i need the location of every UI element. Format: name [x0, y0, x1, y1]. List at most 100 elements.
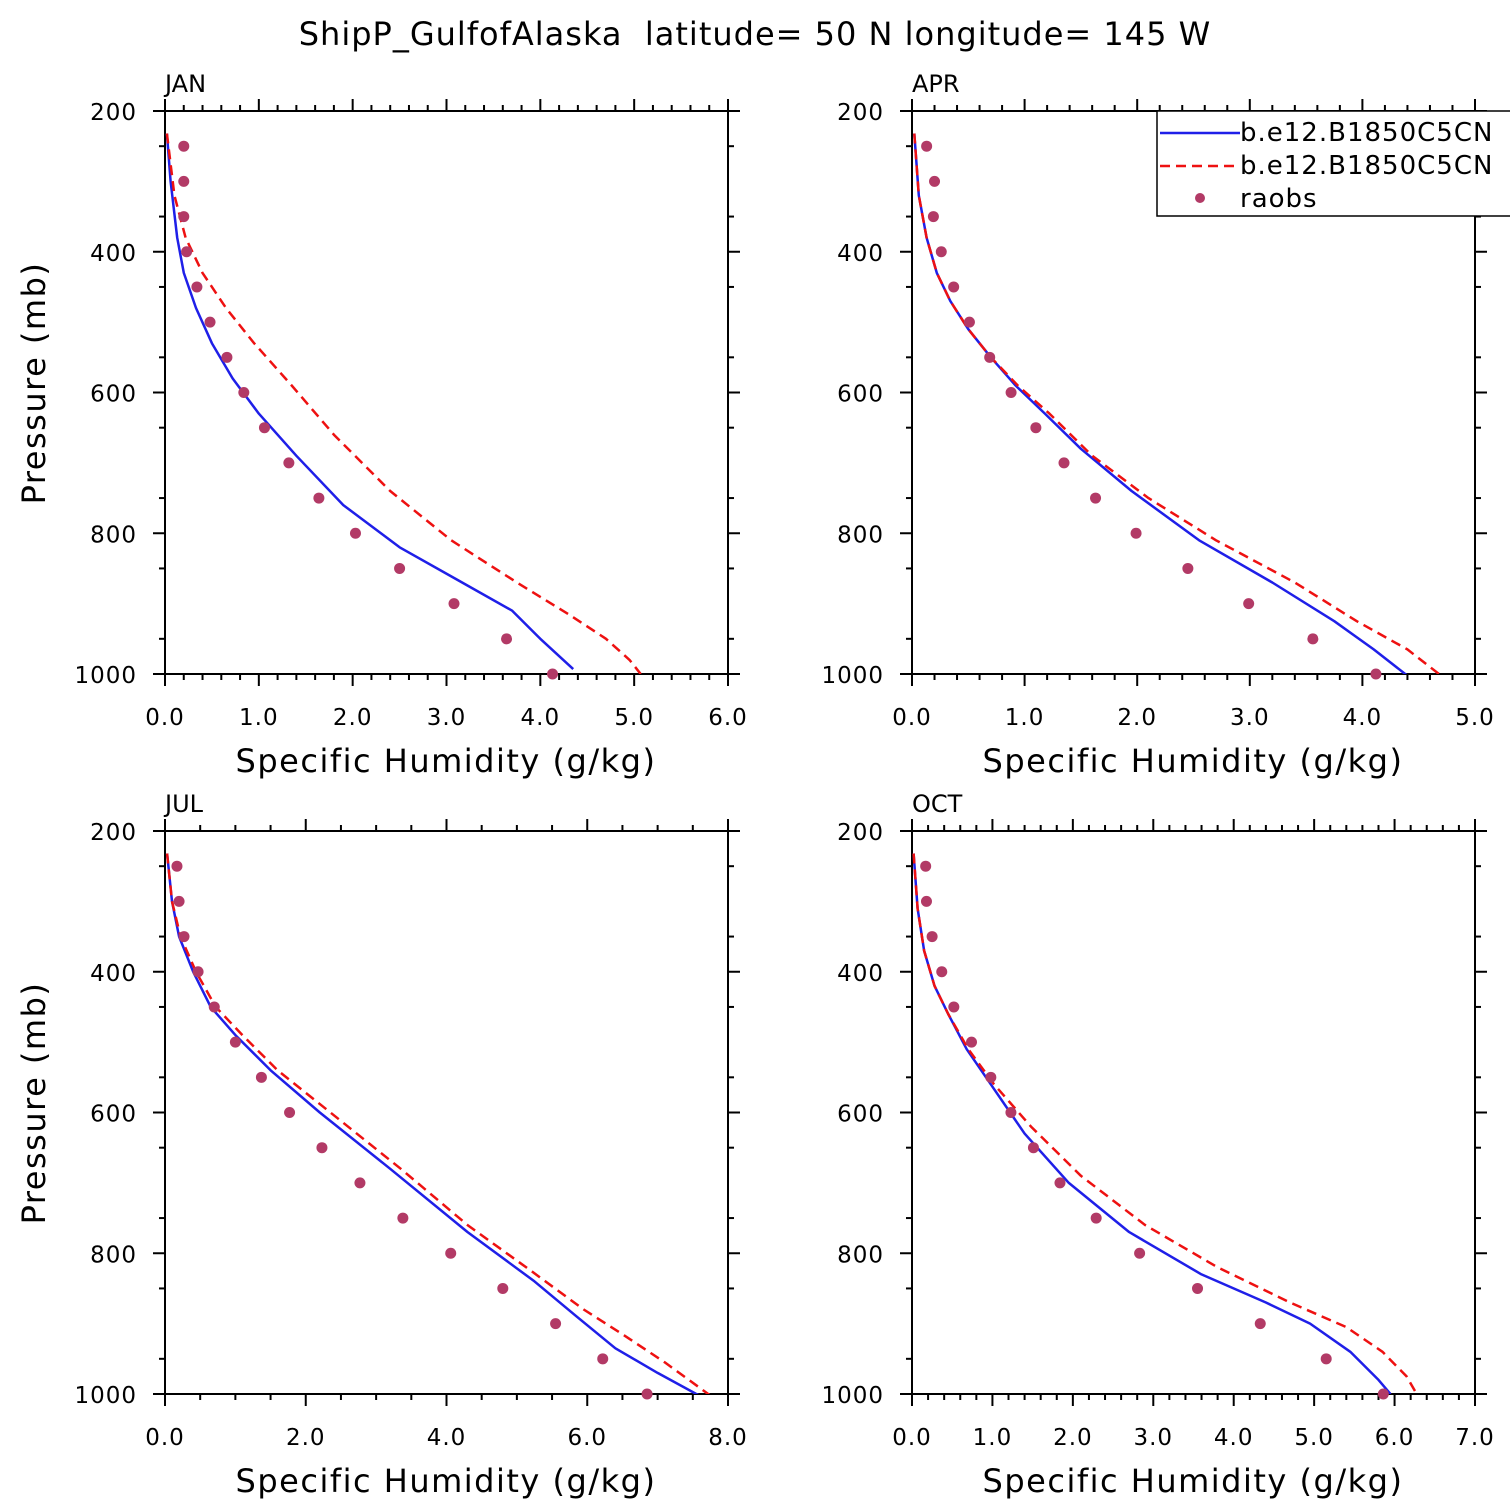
raob-point: [927, 211, 939, 223]
raob-point: [984, 351, 996, 363]
raob-point: [208, 1001, 220, 1013]
y-tick-label: 1000: [74, 663, 137, 689]
raob-point: [966, 1036, 978, 1048]
raob-point: [394, 562, 406, 574]
raob-point: [255, 1071, 267, 1083]
raob-point: [920, 860, 932, 872]
raob-point: [448, 598, 460, 610]
panel-jan: 0.0 1.0 2.0 3.0 4.0 5.0 6.0 200 400 600 800 1000 JA…: [15, 70, 748, 780]
legend-label-1: b.e12.B1850C5CN: [1240, 118, 1493, 148]
raob-point: [1182, 562, 1194, 574]
raob-point: [550, 1318, 562, 1330]
raob-point: [238, 387, 250, 398]
raob-point: [1005, 387, 1017, 398]
series-line-solid: [913, 133, 1408, 674]
x-tick-label: 6.0: [708, 705, 748, 731]
raob-point: [920, 895, 932, 907]
panel-label-oct: OCT: [912, 790, 963, 818]
series-line-dashed: [913, 133, 1442, 674]
legend-marker: [1195, 193, 1205, 203]
x-tick-label: 3.0: [1133, 1425, 1173, 1451]
raob-point: [178, 140, 190, 152]
y-tick-label: 800: [90, 1242, 137, 1268]
x-tick-label: 1.0: [1005, 705, 1045, 731]
raob-point: [313, 492, 325, 504]
raob-point: [1370, 668, 1382, 680]
x-tick-label: 8.0: [708, 1425, 748, 1451]
raob-point: [1090, 492, 1102, 504]
raob-point: [948, 281, 960, 293]
series-line-dashed: [165, 853, 711, 1394]
x-tick-label: 7.0: [1455, 1425, 1495, 1451]
legend-label-2: b.e12.B1850C5CN: [1240, 151, 1493, 181]
y-axis-label-jul: Pressure (mb): [15, 982, 53, 1225]
raob-point: [1134, 1247, 1146, 1259]
legend-label-3: raobs: [1240, 184, 1318, 214]
x-tick-label: 5.0: [614, 705, 654, 731]
x-tick-label: 2.0: [1117, 705, 1157, 731]
y-tick-label: 200: [837, 820, 884, 846]
raob-point: [178, 175, 190, 187]
raob-point: [1254, 1318, 1266, 1330]
raob-point: [597, 1353, 609, 1365]
x-axis-label-jan: Specific Humidity (g/kg): [236, 742, 657, 780]
raob-point: [181, 246, 193, 258]
raob-point: [948, 1001, 960, 1013]
y-tick-label: 600: [837, 382, 884, 408]
x-tick-label: 1.0: [239, 705, 279, 731]
raob-point: [283, 457, 295, 469]
raob-point: [1090, 1212, 1102, 1224]
y-tick-label: 1000: [74, 1383, 137, 1409]
raob-point: [547, 668, 559, 680]
x-tick-label: 3.0: [1230, 705, 1270, 731]
raob-point: [192, 966, 204, 978]
raob-point: [1030, 422, 1042, 434]
x-tick-label: 0.0: [145, 1425, 185, 1451]
raob-point: [1027, 1142, 1039, 1154]
raob-point: [1130, 527, 1142, 539]
x-tick-label: 0.0: [892, 1425, 932, 1451]
y-tick-label: 400: [837, 241, 884, 267]
y-tick-label: 1000: [821, 1383, 884, 1409]
x-tick-label: 0.0: [145, 705, 185, 731]
raob-point: [221, 351, 233, 363]
y-tick-label: 800: [90, 522, 137, 548]
series-line-solid: [912, 853, 1392, 1394]
raob-point: [397, 1212, 409, 1224]
raob-point: [178, 211, 190, 223]
series-line-solid: [165, 133, 575, 671]
y-tick-label: 200: [90, 100, 137, 126]
x-tick-label: 2.0: [333, 705, 373, 731]
raob-point: [173, 895, 185, 907]
series-line-dashed: [912, 853, 1419, 1394]
raob-point: [985, 1071, 997, 1083]
raob-point: [1320, 1353, 1332, 1365]
y-tick-label: 600: [837, 1102, 884, 1128]
raob-point: [1243, 598, 1255, 610]
x-axis-label-jul: Specific Humidity (g/kg): [236, 1462, 657, 1500]
x-tick-label: 4.0: [427, 1425, 467, 1451]
raob-point: [1307, 633, 1319, 645]
y-tick-label: 800: [837, 1242, 884, 1268]
x-tick-label: 3.0: [427, 705, 467, 731]
plot-frame-jul: [164, 830, 729, 1395]
x-tick-label: 2.0: [1053, 1425, 1093, 1451]
raob-point: [501, 633, 513, 645]
series-line-dashed: [165, 133, 642, 674]
y-tick-label: 400: [90, 961, 137, 987]
legend-box: [1156, 110, 1510, 217]
raob-point: [1192, 1282, 1204, 1294]
y-tick-label: 600: [90, 1102, 137, 1128]
raob-point: [1377, 1388, 1389, 1400]
raob-point: [1058, 457, 1070, 469]
y-tick-label: 1000: [821, 663, 884, 689]
panel-label-jul: JUL: [163, 790, 204, 818]
series-line-solid: [165, 853, 700, 1394]
x-tick-label: 6.0: [567, 1425, 607, 1451]
x-tick-label: 5.0: [1294, 1425, 1334, 1451]
raob-point: [1005, 1107, 1017, 1118]
x-tick-label: 0.0: [892, 705, 932, 731]
raob-point: [935, 246, 947, 258]
raob-point: [191, 281, 203, 293]
